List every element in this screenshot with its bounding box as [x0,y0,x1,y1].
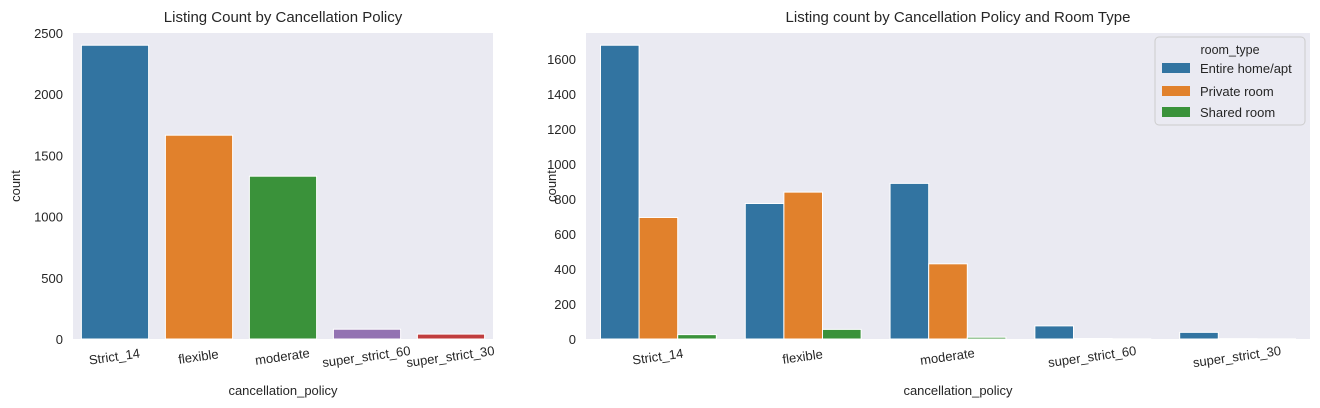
right-bar-moderate-shared-room [966,336,1007,340]
left-bar-moderate [248,175,318,340]
left-chart-title: Listing Count by Cancellation Policy [164,9,403,26]
right-bar-strict-14-shared-room [677,334,717,340]
left-y-tick-label: 2500 [34,26,63,41]
legend-label-private-room: Private room [1200,84,1274,99]
right-y-axis-label: count [544,170,559,202]
legend-swatch-private-room [1162,86,1190,96]
right-bar-super-strict-60-entire-home-apt [1034,325,1074,340]
right-bar-strict-14-private-room [638,216,679,340]
left-bar-flexible [164,134,234,340]
legend: room_type Entire home/apt Private room S… [1154,36,1306,126]
left-bar-super-strict-60 [332,328,402,340]
right-bars [599,44,1297,340]
right-y-tick-label: 200 [554,297,576,312]
legend-swatch-entire-home [1162,63,1190,73]
left-bar-strict-14 [80,44,150,340]
right-y-tick-label: 400 [554,262,576,277]
legend-swatch-shared-room [1162,107,1190,117]
right-bar-flexible-entire-home-apt [744,202,785,340]
left-chart: Listing Count by Cancellation Policy can… [8,9,495,398]
right-y-tick-label: 1400 [547,87,576,102]
legend-label-entire-home: Entire home/apt [1200,61,1292,76]
right-y-tick-label: 600 [554,227,576,242]
left-y-tick-label: 0 [56,332,63,347]
right-chart: Listing count by Cancellation Policy and… [544,9,1310,398]
left-y-axis-label: count [8,170,23,202]
left-y-ticks: 0 500 1000 1500 2000 2500 [34,26,63,347]
left-y-tick-label: 2000 [34,87,63,102]
left-x-tick-super-strict-60: super_strict_60 [321,343,411,370]
left-x-tick-super-strict-30: super_strict_30 [405,343,495,370]
left-y-tick-label: 500 [41,271,63,286]
right-y-tick-label: 1000 [547,157,576,172]
left-y-tick-label: 1000 [34,210,63,225]
right-y-tick-label: 800 [554,192,576,207]
right-bar-moderate-entire-home-apt [889,182,930,340]
legend-title: room_type [1200,43,1259,57]
right-bar-moderate-private-room [928,263,968,340]
left-bars [80,44,486,340]
right-y-tick-label: 1600 [547,52,576,67]
right-bar-strict-14-entire-home-apt [599,44,640,340]
legend-label-shared-room: Shared room [1200,105,1275,120]
right-bar-flexible-shared-room [822,328,862,340]
left-x-axis-label: cancellation_policy [228,383,338,398]
right-y-tick-label: 0 [569,332,576,347]
right-bar-flexible-private-room [783,191,824,340]
right-y-ticks: 0 200 400 600 800 1000 1200 1400 1600 [547,52,576,347]
left-x-tick-strict-14: Strict_14 [88,346,141,368]
left-y-tick-label: 1500 [34,148,63,163]
right-bar-super-strict-60-private-room [1072,337,1113,340]
right-y-tick-label: 1200 [547,122,576,137]
right-x-axis-label: cancellation_policy [903,383,1013,398]
left-x-ticks: Strict_14 flexible moderate super_strict_60… [88,343,496,370]
right-x-tick-flexible: flexible [781,346,823,366]
right-bar-super-strict-30-entire-home-apt [1179,331,1219,340]
legend-box [1154,36,1306,126]
right-x-tick-moderate: moderate [919,345,975,367]
left-bar-super-strict-30 [416,333,486,340]
left-x-tick-flexible: flexible [177,346,219,366]
right-x-tick-super-strict-60: super_strict_60 [1047,343,1137,370]
right-x-tick-super-strict-30: super_strict_30 [1192,343,1282,370]
left-x-tick-moderate: moderate [254,345,310,367]
right-x-ticks: Strict_14 flexible moderate super_strict_60… [631,343,1282,370]
right-chart-title: Listing count by Cancellation Policy and… [786,9,1131,26]
right-x-tick-strict-14: Strict_14 [631,346,684,368]
